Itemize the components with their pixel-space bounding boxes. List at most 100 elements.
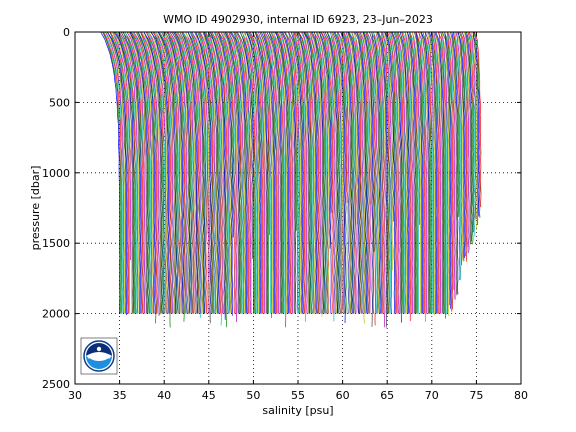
y-tick-label: 1500 (42, 237, 70, 250)
salinity-profile-line (424, 32, 433, 314)
salinity-profile-line (167, 32, 186, 314)
x-tick-label: 30 (68, 389, 82, 402)
salinity-profile-line (314, 32, 326, 314)
salinity-profile-line (112, 32, 133, 314)
salinity-profile-line (348, 32, 361, 314)
salinity-profile-line (309, 32, 323, 317)
salinity-profile-line (375, 32, 386, 314)
y-tick-label: 0 (63, 26, 70, 39)
salinity-profile-line (187, 32, 205, 314)
y-tick-label: 2500 (42, 378, 70, 391)
salinity-profile-line (347, 32, 359, 314)
salinity-profile-line (241, 32, 258, 314)
salinity-profile-line (204, 32, 221, 314)
salinity-profile-line (200, 32, 217, 314)
salinity-profile-line (441, 32, 450, 317)
salinity-profile-line (130, 32, 150, 314)
salinity-profile-line (284, 32, 299, 314)
y-tick-label: 500 (49, 96, 70, 109)
salinity-profile-line (174, 32, 193, 314)
salinity-profile-line (362, 32, 374, 314)
y-axis-label: pressure [dbar] (29, 166, 42, 251)
salinity-profile-line (438, 32, 446, 314)
salinity-profile-line (348, 32, 360, 314)
salinity-profile-line (451, 32, 459, 295)
salinity-profile-line (399, 32, 410, 314)
salinity-profile-line (248, 32, 265, 314)
salinity-profile-line (205, 32, 222, 326)
salinity-profile-line (230, 32, 247, 314)
salinity-profile-line (313, 32, 327, 314)
salinity-profile-line (220, 32, 237, 322)
salinity-profile-line (234, 32, 249, 314)
salinity-profile-line (120, 32, 141, 314)
x-axis-label: salinity [psu] (262, 404, 333, 417)
salinity-profile-line (152, 32, 172, 314)
salinity-profile-line (319, 32, 331, 249)
salinity-profile-line (315, 32, 328, 314)
salinity-profile-line (273, 32, 287, 328)
salinity-profile-line (203, 32, 219, 314)
salinity-profile-line (259, 32, 274, 314)
salinity-profile-line (264, 32, 280, 314)
salinity-profile-line (431, 32, 440, 314)
salinity-profile-line (190, 32, 207, 314)
salinity-profile-line (184, 32, 203, 314)
x-tick-label: 55 (291, 389, 305, 402)
salinity-profile-line (187, 32, 204, 314)
salinity-profile-line (372, 32, 384, 314)
salinity-profile-line (415, 32, 424, 314)
x-tick-label: 60 (336, 389, 350, 402)
salinity-profile-line (294, 32, 307, 322)
salinity-profile-line (191, 32, 209, 314)
salinity-profile-line (466, 32, 473, 242)
salinity-profile-line (161, 32, 179, 314)
salinity-profile-line (107, 32, 127, 314)
salinity-profile-line (140, 32, 160, 316)
salinity-profile-line (202, 32, 218, 314)
salinity-profile-line (259, 32, 275, 314)
salinity-profile-line (408, 32, 417, 314)
salinity-profile-line (254, 32, 269, 314)
salinity-profile-line (148, 32, 168, 314)
salinity-profile-line (107, 32, 128, 316)
salinity-profile-line (332, 32, 345, 314)
salinity-profile-line (275, 32, 291, 314)
salinity-profile-line (268, 32, 283, 314)
salinity-profile-line (169, 32, 188, 314)
salinity-profile-line (102, 32, 122, 314)
salinity-profile-line (397, 32, 409, 314)
salinity-profile-line (163, 32, 182, 314)
salinity-profile-line (113, 32, 134, 314)
salinity-profile-line (442, 32, 451, 306)
salinity-profile-line (377, 32, 388, 314)
salinity-profile-line (137, 32, 156, 314)
salinity-profile-line (446, 32, 455, 290)
salinity-profile-line (268, 32, 284, 314)
x-tick-label: 50 (246, 389, 260, 402)
salinity-profile-line (249, 32, 266, 314)
salinity-profile-line (424, 32, 435, 314)
salinity-profile-line (122, 32, 143, 314)
salinity-profile-line (382, 32, 393, 271)
salinity-profile-line (388, 32, 398, 314)
salinity-profile-line (448, 32, 457, 300)
salinity-profile-line (288, 32, 301, 314)
salinity-profile-line (207, 32, 223, 314)
salinity-profile-line (207, 32, 225, 314)
y-axis: 0 500 1000 1500 2000 2500 (42, 26, 521, 391)
salinity-profile-line (114, 32, 135, 314)
salinity-profile-line (340, 32, 353, 314)
salinity-profile-line (311, 32, 325, 314)
salinity-profile-line (350, 32, 363, 314)
salinity-profile-line (298, 32, 313, 314)
salinity-profile-line (391, 32, 402, 323)
salinity-profile-line (461, 32, 470, 254)
salinity-profile-line (252, 32, 268, 314)
salinity-profile-line (194, 32, 210, 314)
salinity-profile-line (300, 32, 314, 314)
salinity-profile-line (295, 32, 309, 314)
salinity-profile-line (236, 32, 252, 314)
salinity-profile-line (182, 32, 200, 314)
